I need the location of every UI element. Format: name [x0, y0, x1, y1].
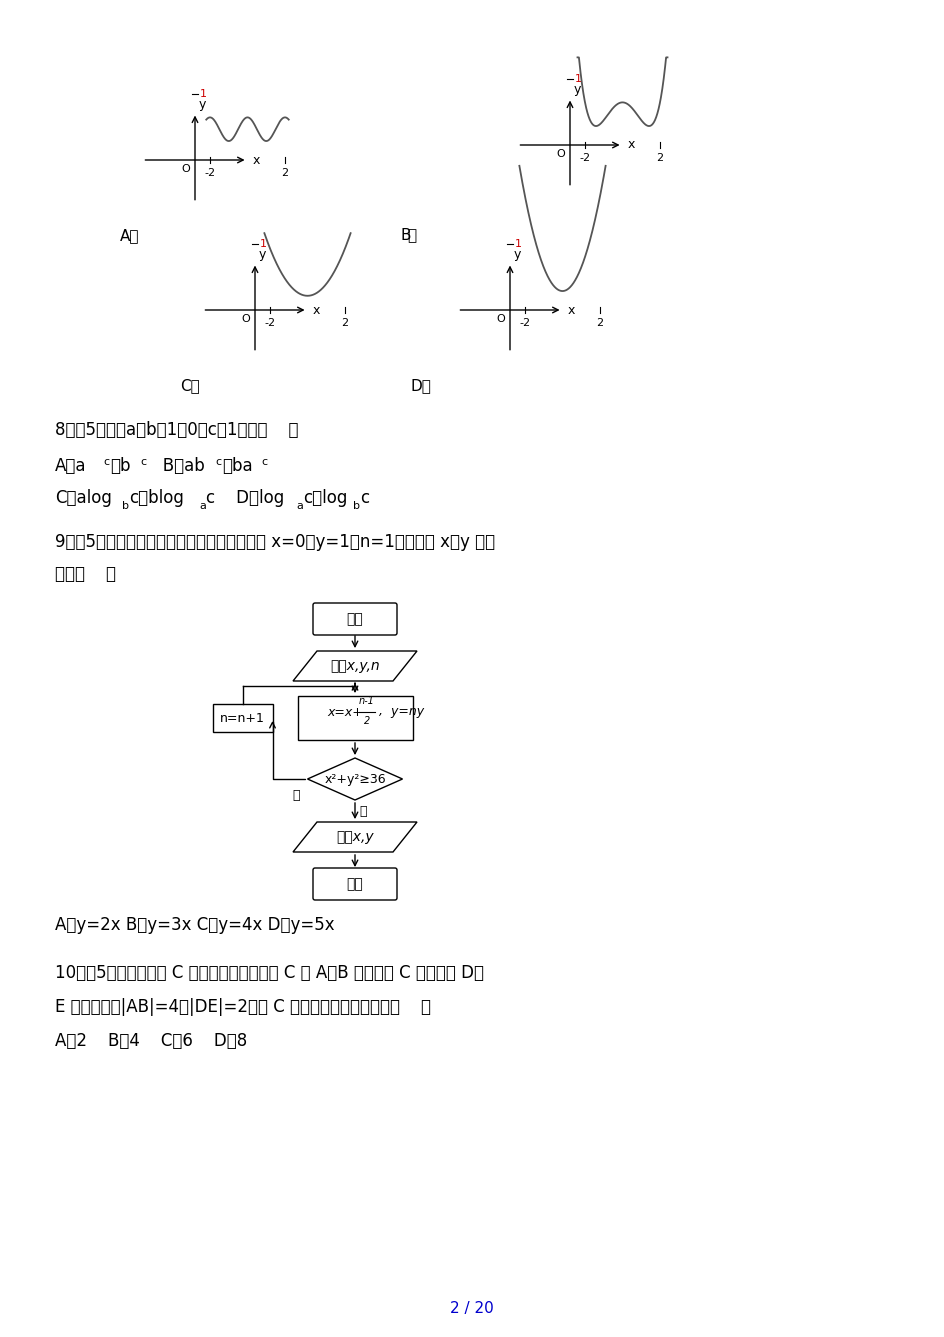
Text: 8．（5分）若a＞b＞1，0＜c＜1，则（    ）: 8．（5分）若a＞b＞1，0＜c＜1，则（ ）: [55, 421, 298, 439]
Text: E 两点．已知|AB|=4，|DE|=2，则 C 的焦点到准线的距离为（    ）: E 两点．已知|AB|=4，|DE|=2，则 C 的焦点到准线的距离为（ ）: [55, 997, 430, 1016]
Text: 结束: 结束: [346, 877, 363, 890]
Text: O: O: [242, 314, 250, 324]
Text: A．: A．: [120, 229, 140, 243]
Text: 1: 1: [574, 74, 582, 84]
Text: x: x: [312, 303, 319, 317]
Text: x: x: [567, 303, 574, 317]
Text: -2: -2: [519, 318, 530, 328]
Text: 2 / 20: 2 / 20: [449, 1301, 494, 1317]
Text: C．: C．: [179, 378, 199, 393]
Text: D．: D．: [410, 378, 430, 393]
Text: A．y=2x B．y=3x C．y=4x D．y=5x: A．y=2x B．y=3x C．y=4x D．y=5x: [55, 916, 334, 935]
Text: b: b: [122, 501, 129, 511]
Text: x²+y²≥36: x²+y²≥36: [324, 773, 385, 786]
Text: 10．（5分）以抛物线 C 的顶点为圆心的圆交 C 于 A、B 两点，交 C 的准线于 D、: 10．（5分）以抛物线 C 的顶点为圆心的圆交 C 于 A、B 两点，交 C 的…: [55, 964, 483, 981]
Text: ．: ．: [407, 229, 415, 243]
Text: c    D．log: c D．log: [206, 489, 284, 507]
Text: b: b: [353, 501, 360, 511]
Text: O: O: [556, 148, 565, 159]
Text: 1: 1: [514, 239, 521, 249]
Text: c＜log: c＜log: [303, 489, 347, 507]
Text: 1: 1: [200, 88, 207, 99]
Text: C．alog: C．alog: [55, 489, 111, 507]
Text: O: O: [181, 164, 190, 174]
Text: 输出x,y: 输出x,y: [336, 830, 374, 844]
Text: n-1: n-1: [359, 697, 375, 706]
Text: 2: 2: [596, 318, 603, 328]
Text: y: y: [259, 247, 266, 261]
Text: a: a: [295, 501, 303, 511]
Text: 1: 1: [260, 239, 267, 249]
Text: 是: 是: [359, 805, 366, 818]
Text: a: a: [199, 501, 206, 511]
Text: 满足（    ）: 满足（ ）: [55, 566, 116, 583]
Polygon shape: [307, 758, 402, 800]
Text: -2: -2: [204, 168, 215, 178]
Text: y: y: [514, 247, 521, 261]
Text: A．a: A．a: [55, 457, 87, 475]
Bar: [297, 697, 413, 739]
Text: n=n+1: n=n+1: [220, 711, 264, 725]
Text: c: c: [360, 489, 369, 507]
Text: -2: -2: [264, 318, 276, 328]
Text: 开始: 开始: [346, 612, 363, 626]
Text: -2: -2: [579, 152, 590, 163]
Text: 2: 2: [656, 152, 663, 163]
Text: c: c: [215, 457, 221, 467]
Text: y: y: [199, 98, 206, 111]
Text: 2: 2: [281, 168, 288, 178]
Text: 否: 否: [292, 789, 299, 802]
Text: c＜blog: c＜blog: [129, 489, 184, 507]
Text: y: y: [573, 83, 581, 96]
Text: B: B: [399, 229, 410, 243]
Text: ＜ba: ＜ba: [222, 457, 252, 475]
Polygon shape: [293, 822, 416, 852]
Bar: [212, 705, 272, 731]
Text: ,  y=ny: , y=ny: [379, 706, 424, 718]
Text: c: c: [261, 457, 267, 467]
Text: 输入x,y,n: 输入x,y,n: [329, 659, 379, 673]
Text: x: x: [252, 154, 260, 167]
FancyBboxPatch shape: [312, 868, 396, 900]
Text: B．ab: B．ab: [147, 457, 205, 475]
Text: ＜b: ＜b: [110, 457, 130, 475]
Text: 2: 2: [341, 318, 348, 328]
Text: 2: 2: [363, 717, 370, 726]
Text: x=x+: x=x+: [327, 706, 362, 718]
Text: x: x: [627, 139, 634, 151]
Text: O: O: [497, 314, 505, 324]
Text: c: c: [140, 457, 146, 467]
Text: A．2    B．4    C．6    D．8: A．2 B．4 C．6 D．8: [55, 1032, 247, 1050]
Text: c: c: [103, 457, 109, 467]
FancyBboxPatch shape: [312, 603, 396, 635]
Polygon shape: [293, 651, 416, 681]
Text: 9．（5分）执行下面的程序框图，如果输入的 x=0，y=1，n=1，则输出 x，y 的值: 9．（5分）执行下面的程序框图，如果输入的 x=0，y=1，n=1，则输出 x，…: [55, 533, 495, 551]
